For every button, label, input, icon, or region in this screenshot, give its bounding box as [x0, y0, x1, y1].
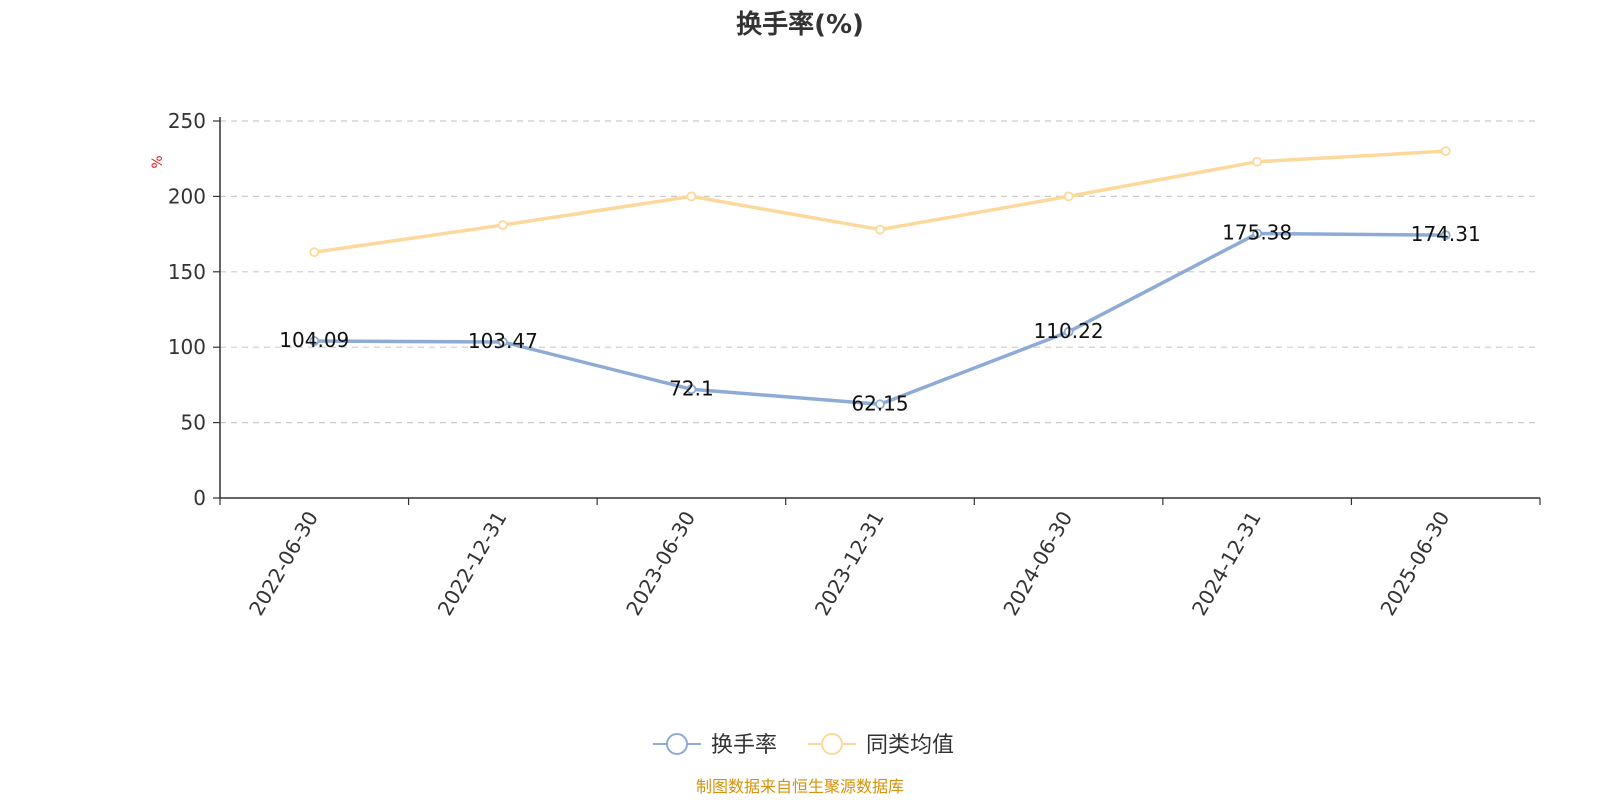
- data-point-2024-12-31: [1252, 228, 1263, 239]
- legend[interactable]: 换手率 同类均值: [653, 733, 954, 758]
- legend-marker: [821, 733, 843, 755]
- y-tick-label-150: 150: [168, 260, 206, 284]
- data-label-2025-06-30: 174.31: [1411, 222, 1481, 246]
- y-tick-label-250: 250: [168, 109, 206, 133]
- data-point-2023-06-30: [686, 384, 697, 395]
- data-point-2022-06-30: [309, 336, 320, 346]
- data-point-2025-06-30: [1440, 146, 1451, 157]
- data-point-2023-12-31: [875, 224, 885, 235]
- data-point-2022-12-31: [497, 337, 508, 347]
- x-tick-label-2022-06-30: 2022-06-30: [244, 507, 323, 620]
- chart-title: 换手率(%): [736, 9, 864, 40]
- series-turnover: [309, 228, 1451, 410]
- data-label-2023-06-30: 72.1: [669, 376, 714, 400]
- y-axis-unit: %: [150, 155, 166, 168]
- legend-item-peer-average[interactable]: 同类均值: [808, 733, 954, 758]
- data-point-2024-06-30: [1063, 326, 1074, 337]
- data-point-2023-12-31: [875, 399, 885, 410]
- x-tick-label-2024-12-31: 2024-12-31: [1187, 507, 1266, 620]
- y-tick-label-200: 200: [168, 184, 206, 208]
- data-source-note: 制图数据来自恒生聚源数据库: [696, 777, 904, 796]
- legend-label: 换手率: [711, 733, 777, 758]
- axes: 0 50 100 150 200 250 2022-06-30 2022-12-31 2023-…: [168, 109, 1541, 620]
- x-tick-label-2023-12-31: 2023-12-31: [810, 507, 889, 620]
- grid-lines: [220, 120, 1540, 424]
- y-tick-label-0: 0: [193, 486, 206, 510]
- data-label-2024-12-31: 175.38: [1222, 221, 1292, 245]
- data-label-2022-12-31: 103.47: [468, 329, 538, 353]
- x-tick-label-2022-12-31: 2022-12-31: [433, 507, 512, 620]
- x-tick-label-2024-06-30: 2024-06-30: [998, 507, 1077, 620]
- data-label-2023-12-31: 62.15: [851, 391, 908, 415]
- y-tick-label-100: 100: [168, 335, 206, 359]
- data-point-2022-12-31: [497, 220, 508, 230]
- x-tick-label-2025-06-30: 2025-06-30: [1375, 507, 1454, 620]
- x-tick-label-2023-06-30: 2023-06-30: [621, 507, 700, 620]
- legend-item-turnover[interactable]: 换手率: [653, 733, 777, 758]
- series-peer-average: [309, 146, 1451, 258]
- legend-marker: [666, 733, 688, 755]
- data-point-2025-06-30: [1440, 230, 1451, 241]
- series-layer: 104.09 103.47 72.1 62.15 110.22 175.38 174.31: [279, 146, 1481, 415]
- data-point-2022-06-30: [309, 247, 320, 258]
- series-line: [312, 231, 1448, 407]
- data-point-2024-12-31: [1252, 156, 1263, 167]
- data-point-2023-06-30: [686, 191, 697, 202]
- data-label-2024-06-30: 110.22: [1034, 319, 1104, 343]
- legend-label: 同类均值: [866, 733, 954, 758]
- data-label-2022-06-30: 104.09: [279, 328, 349, 352]
- y-tick-label-50: 50: [181, 411, 206, 435]
- data-point-2024-06-30: [1063, 191, 1074, 202]
